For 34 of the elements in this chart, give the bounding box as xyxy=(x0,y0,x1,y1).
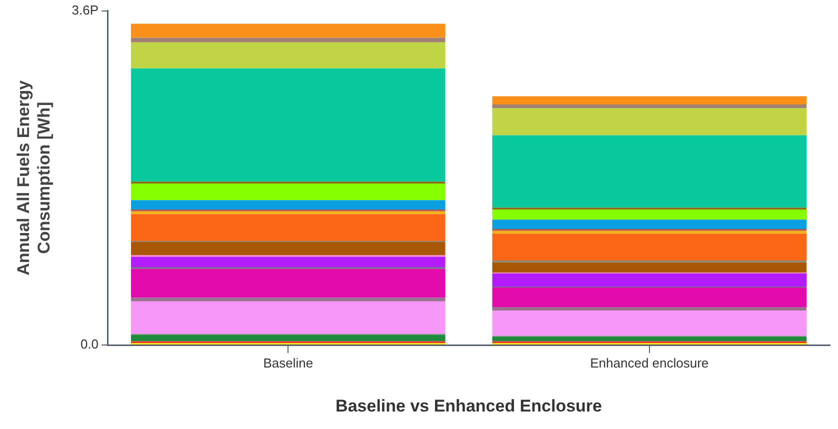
bar xyxy=(131,24,446,38)
bar xyxy=(492,96,807,105)
bar xyxy=(131,211,446,214)
bar xyxy=(131,301,446,334)
bar xyxy=(131,38,446,42)
bar xyxy=(131,298,446,302)
bar xyxy=(131,68,446,182)
bar xyxy=(492,220,807,229)
bar xyxy=(492,274,807,287)
bar xyxy=(131,42,446,68)
bar xyxy=(492,230,807,234)
bar xyxy=(492,104,807,108)
bar xyxy=(492,336,807,342)
bar xyxy=(492,108,807,136)
bar xyxy=(131,214,446,242)
x-tick-label: Baseline xyxy=(263,355,314,370)
bar xyxy=(492,209,807,220)
bar xyxy=(131,256,446,268)
bar xyxy=(492,262,807,273)
bar xyxy=(492,287,807,307)
bar xyxy=(131,242,446,255)
x-axis-title: Baseline vs Enhanced Enclosure xyxy=(336,396,602,416)
bar xyxy=(131,268,446,298)
y-tick-label: 3.6P xyxy=(72,2,99,18)
bar xyxy=(131,183,446,200)
x-tick-label: Enhanced enclosure xyxy=(590,355,709,370)
bar xyxy=(492,306,807,311)
bar xyxy=(492,310,807,336)
bar xyxy=(131,334,446,342)
bar xyxy=(492,234,807,261)
bar xyxy=(492,135,807,208)
y-tick-label: 0.0 xyxy=(80,336,99,352)
bar xyxy=(131,200,446,210)
y-axis-title: Annual All Fuels Energy Consumption [Wh] xyxy=(14,80,54,276)
